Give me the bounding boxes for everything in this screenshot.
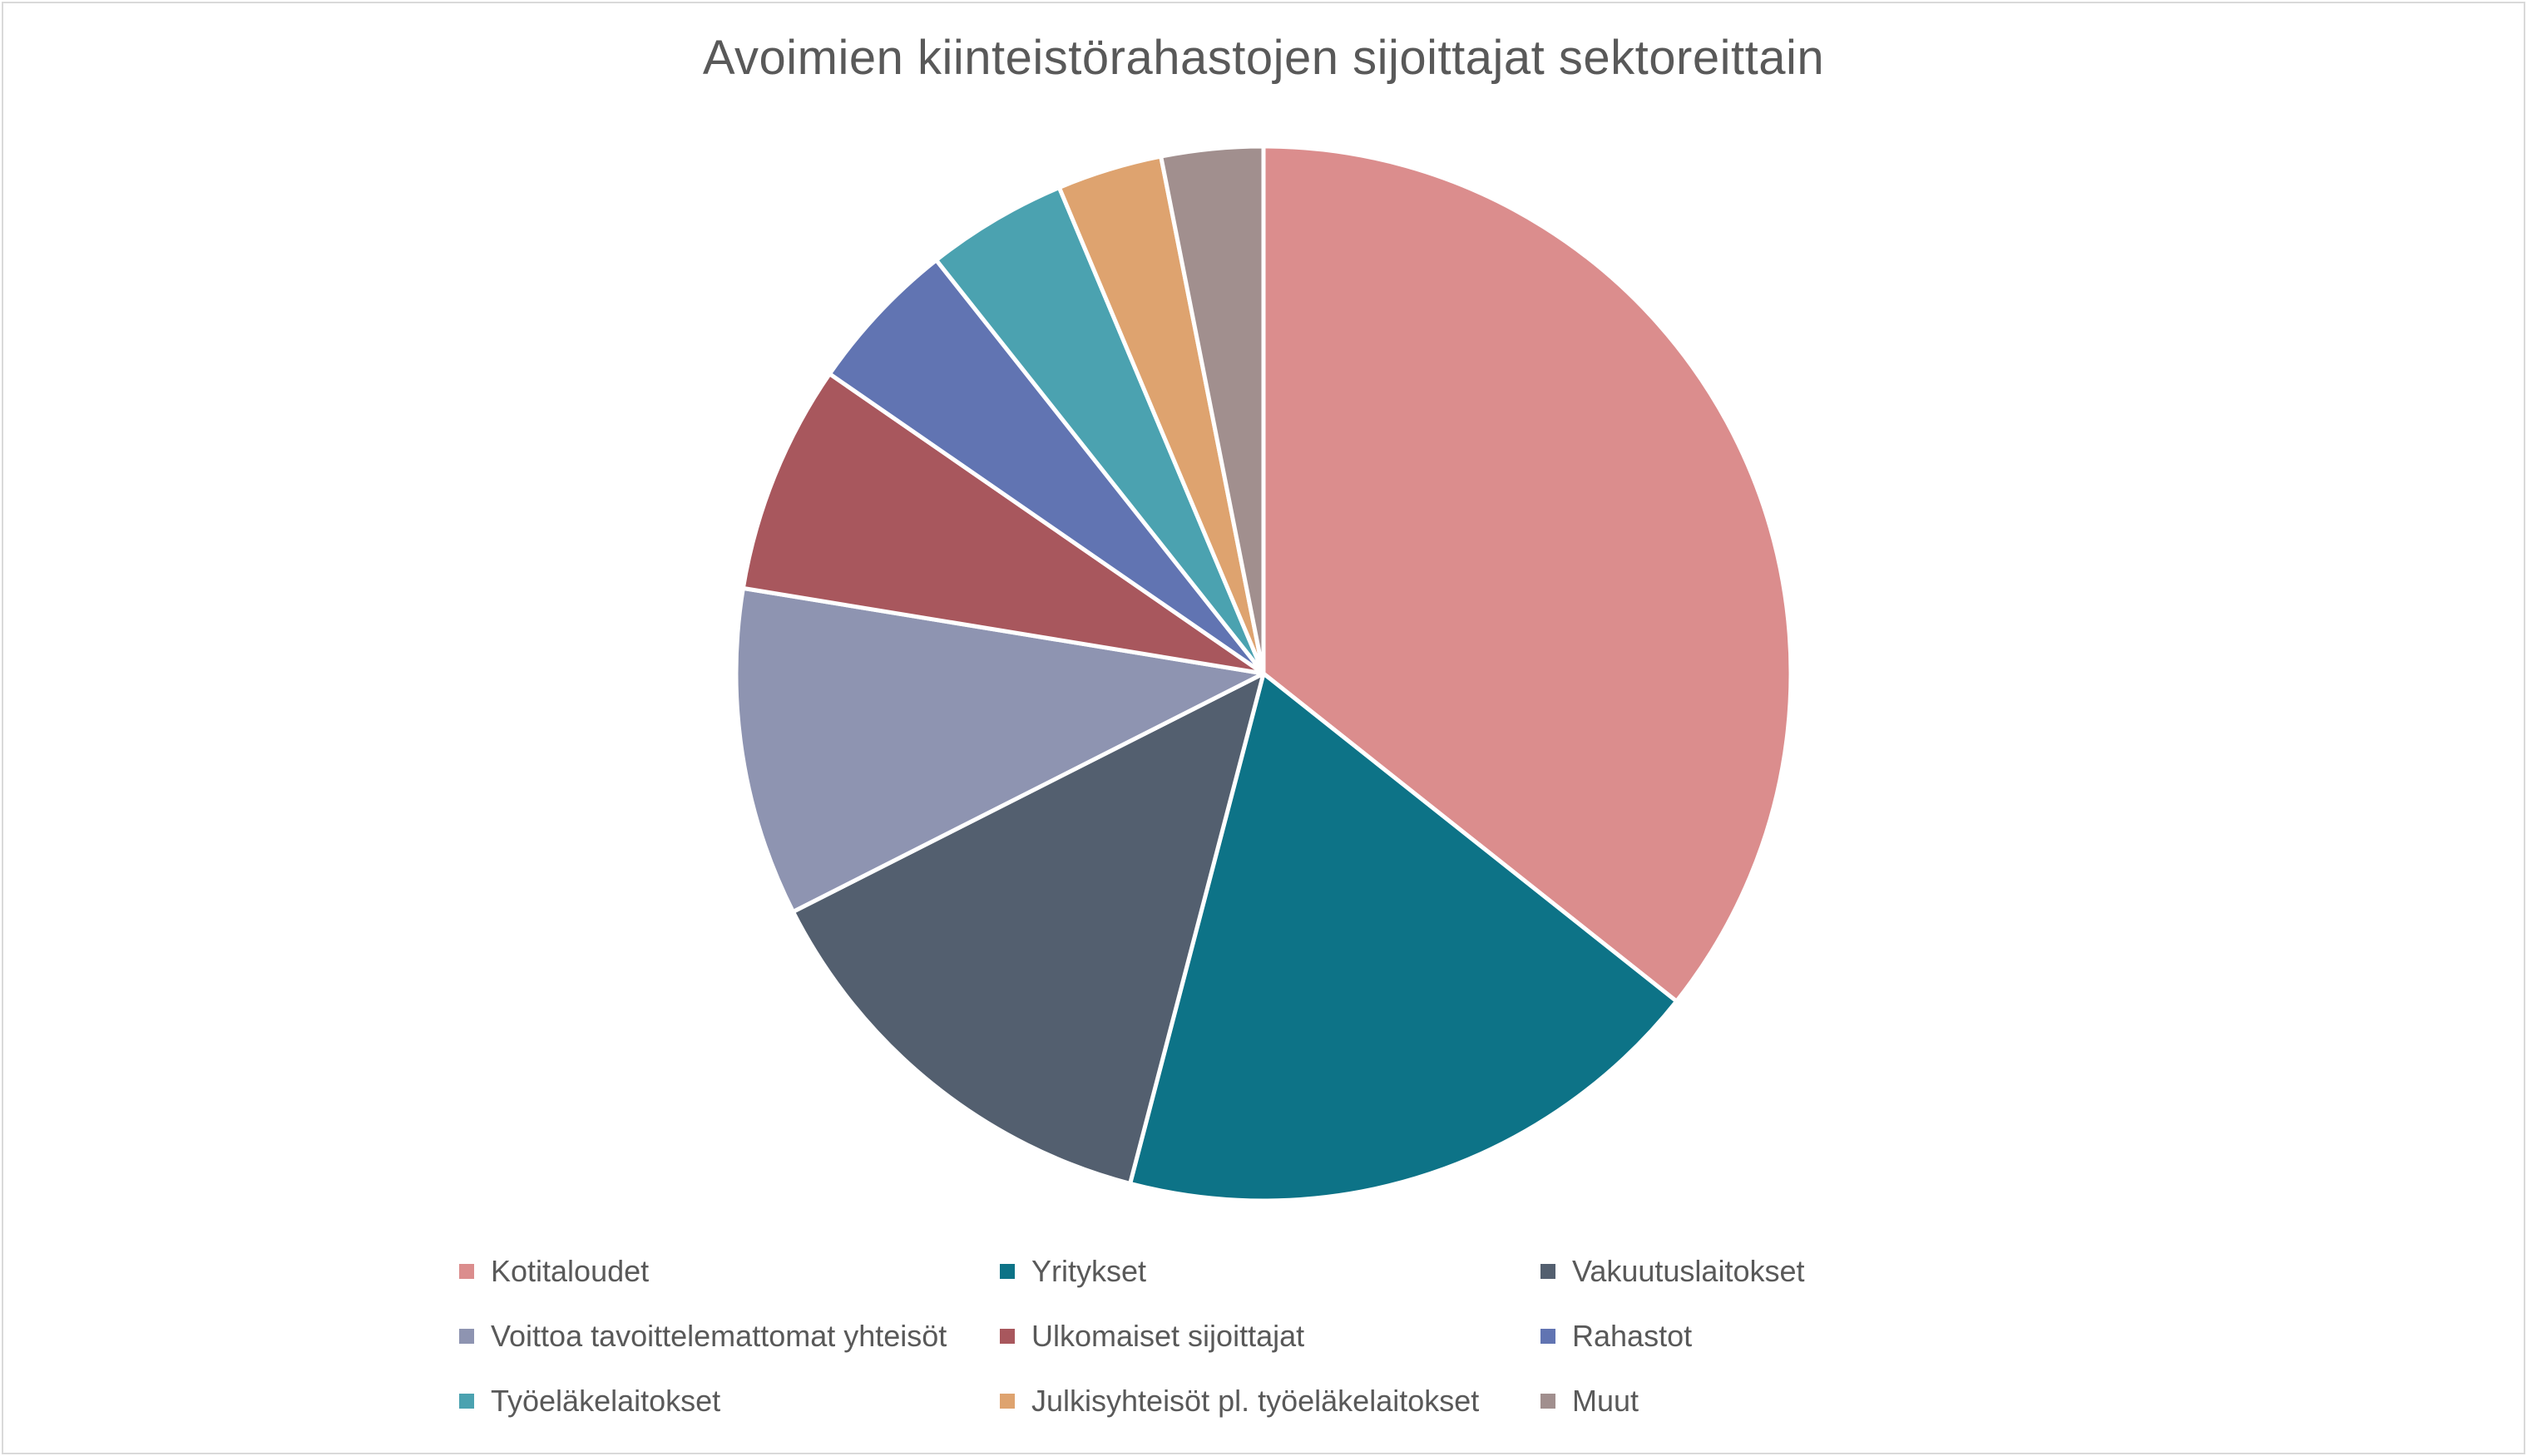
- legend-label: Voittoa tavoittelemattomat yhteisöt: [491, 1319, 947, 1353]
- legend-swatch: [459, 1264, 474, 1279]
- legend-item: Työeläkelaitokset: [459, 1384, 1000, 1419]
- pie-slice-tyoelakelaitokset: [934, 185, 1266, 676]
- legend-label: Rahastot: [1572, 1319, 1693, 1353]
- legend-swatch: [459, 1394, 474, 1409]
- legend-swatch: [1000, 1329, 1015, 1344]
- pie-slice-vakuutuslaitokset: [790, 671, 1266, 1186]
- legend-swatch: [1540, 1264, 1555, 1279]
- pie-slices: [734, 144, 1793, 1203]
- pie-slice-yritykset: [1128, 671, 1679, 1203]
- legend-swatch: [459, 1329, 474, 1344]
- legend: Kotitaloudet Yritykset Vakuutuslaitokset Vo…: [459, 1254, 1873, 1419]
- legend-swatch: [1540, 1329, 1555, 1344]
- legend-item: Julkisyhteisöt pl. työeläkelaitokset: [1000, 1384, 1540, 1419]
- pie-slice-rahastot: [827, 258, 1266, 676]
- legend-swatch: [1540, 1394, 1555, 1409]
- legend-label: Julkisyhteisöt pl. työeläkelaitokset: [1031, 1384, 1480, 1418]
- legend-label: Vakuutuslaitokset: [1572, 1254, 1805, 1288]
- legend-label: Työeläkelaitokset: [491, 1384, 721, 1418]
- pie-slice-kotitaloudet: [1261, 144, 1793, 1004]
- legend-item: Muut: [1540, 1384, 1873, 1419]
- legend-swatch: [1000, 1394, 1015, 1409]
- legend-item: Yritykset: [1000, 1254, 1540, 1289]
- legend-item: Vakuutuslaitokset: [1540, 1254, 1873, 1289]
- pie-slice-muut: [1159, 144, 1266, 676]
- chart-title: Avoimien kiinteistörahastojen sijoittaja…: [702, 31, 1825, 85]
- legend-label: Muut: [1572, 1384, 1639, 1418]
- pie-slice-ulkomaiset-sijoittajat: [740, 372, 1266, 676]
- pie-slice-voittoa-tavoittelemattomat-yhteisot: [734, 585, 1266, 914]
- legend-item: Kotitaloudet: [459, 1254, 1000, 1289]
- legend-item: Rahastot: [1540, 1319, 1873, 1354]
- legend-item: Ulkomaiset sijoittajat: [1000, 1319, 1540, 1354]
- legend-label: Kotitaloudet: [491, 1254, 650, 1288]
- legend-item: Voittoa tavoittelemattomat yhteisöt: [459, 1319, 1000, 1354]
- legend-swatch: [1000, 1264, 1015, 1279]
- legend-label: Ulkomaiset sijoittajat: [1031, 1319, 1305, 1353]
- legend-label: Yritykset: [1031, 1254, 1147, 1288]
